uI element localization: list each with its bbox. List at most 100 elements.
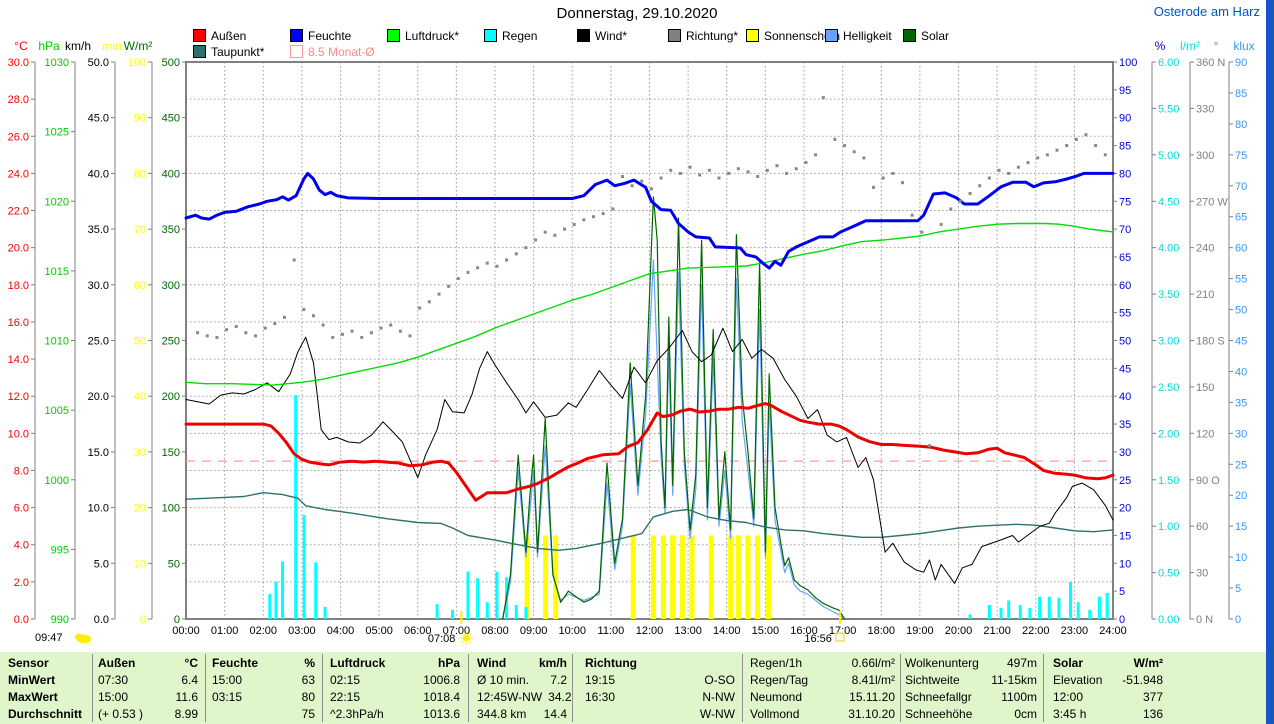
axis-tick-label: 240: [1196, 243, 1214, 255]
table-cell: [82, 689, 88, 706]
window-edge-stripe[interactable]: [1266, 0, 1274, 724]
table-cell: 344.8 km: [477, 707, 527, 721]
table-separator: [1043, 654, 1044, 722]
svg-text:22:00: 22:00: [1022, 625, 1050, 637]
axis-tick-label: 50: [168, 558, 180, 570]
axis-tick-label: 0: [1119, 614, 1125, 626]
table-separator: [572, 654, 573, 722]
table-row: Elevation -51.948: [1053, 672, 1163, 689]
svg-text:23:00: 23:00: [1061, 625, 1089, 637]
table-cell: 6.4: [181, 673, 198, 687]
table-cell: Sichtweite: [905, 673, 960, 687]
legend-swatch: [290, 45, 303, 58]
table-row: Ø 10 min. 7.2: [477, 672, 567, 689]
svg-text:20:00: 20:00: [945, 625, 973, 637]
table-cell: 11.6: [175, 690, 198, 704]
axis-tick-label: 12.0: [8, 391, 29, 403]
sunset-time: 16:56: [804, 633, 832, 645]
axis-tick-label: 10.0: [8, 428, 29, 440]
table-row: 344.8 km 14.4: [477, 706, 567, 723]
legend-swatch: [387, 29, 400, 42]
axis-tick-label: 8.0: [14, 465, 29, 477]
legend-item-8-5-monat-[interactable]: 8.5 Monat-Ø: [290, 45, 375, 59]
legend-label: Taupunkt*: [211, 45, 265, 59]
axis-tick-label: 180 S: [1196, 336, 1225, 348]
table-row: 3:45 h 136: [1053, 706, 1163, 723]
axis-tick-label: 6.0: [14, 503, 29, 515]
legend-item-richtung-[interactable]: Richtung*: [668, 29, 738, 43]
table-cell: Richtung: [585, 656, 637, 670]
axis-tick-label: 40: [1119, 391, 1131, 403]
table-cell: [82, 706, 88, 723]
svg-text:01:00: 01:00: [211, 625, 239, 637]
axis-tick-label: 0.50: [1158, 568, 1179, 580]
table-cell: °C: [184, 656, 198, 670]
axis-tick-label: 45: [1119, 363, 1131, 375]
axis-tick-label: 5.00: [1158, 150, 1179, 162]
legend-item-feuchte[interactable]: Feuchte: [290, 29, 351, 43]
axis-tick-label: 80: [134, 168, 146, 180]
axis-tick-label: 0: [140, 614, 146, 626]
series-sonnenschein: [524, 535, 771, 619]
table-cell: 75: [301, 707, 315, 721]
axis-tick-label: 90: [134, 113, 146, 125]
axis-tick-label: 15.0: [88, 447, 109, 459]
legend-item-taupunkt-[interactable]: Taupunkt*: [193, 45, 265, 59]
axis-tick-label: 450: [162, 113, 180, 125]
table-separator: [900, 654, 901, 722]
svg-text:07:00: 07:00: [443, 625, 471, 637]
svg-text:11:00: 11:00: [598, 625, 625, 637]
axis-tick-label: 50: [134, 336, 146, 348]
axis-tick-label: 30: [134, 447, 146, 459]
table-row: Sichtweite 11-15km: [905, 672, 1037, 689]
table-row: Richtung: [585, 655, 735, 672]
axis-tick-label: 40: [1235, 366, 1247, 378]
svg-text:00:00: 00:00: [172, 625, 200, 637]
legend-item-luftdruck-[interactable]: Luftdruck*: [387, 29, 459, 43]
legend-item-helligkeit[interactable]: Helligkeit: [825, 29, 892, 43]
legend-swatch: [193, 45, 206, 58]
table-row: 12:00 377: [1053, 689, 1163, 706]
axis-tick-label: 40.0: [88, 168, 109, 180]
table-cell: O-SO: [704, 673, 735, 687]
legend-item-solar[interactable]: Solar: [903, 29, 949, 43]
table-row: 07:30 6.4: [98, 672, 198, 689]
svg-text:16:00: 16:00: [790, 625, 818, 637]
axis-tick-label: 270 W: [1196, 196, 1228, 208]
axis-tick-label: 1020: [45, 196, 69, 208]
table-cell: Feuchte: [212, 656, 259, 670]
axis-tick-label: 30.0: [88, 280, 109, 292]
legend-label: Sonnenschein: [764, 29, 841, 43]
axis-tick-label: 90 O: [1196, 475, 1220, 487]
axis-tick-label: 40: [134, 391, 146, 403]
legend-item-regen[interactable]: Regen: [484, 29, 537, 43]
axis-tick-label: 1005: [45, 405, 69, 417]
axis-pct: 0 5 10 15 20 25 30 35 40 45 50 55 60 65 70 75 80 85 90 95 10…: [1113, 57, 1137, 626]
legend-swatch: [746, 29, 759, 42]
axis-tick-label: 0.0: [94, 614, 109, 626]
table-cell: 1018.4: [423, 690, 460, 704]
table-cell: Ø 10 min.: [477, 673, 530, 687]
legend-item-wind-[interactable]: Wind*: [577, 29, 627, 43]
legend-item-sonnenschein[interactable]: Sonnenschein: [746, 29, 841, 43]
table-cell: Elevation: [1053, 673, 1103, 687]
legend-item-au-en[interactable]: Außen: [193, 29, 246, 43]
axis-tick-label: 50: [1119, 336, 1131, 348]
axis-temp: 0.0 2.0 4.0 6.0 8.0 10.0 12.0 14.0 16.0 18.0 20.0 2…: [8, 57, 36, 626]
table-row: (+ 0.53 ) 8.99: [98, 706, 198, 723]
axis-tick-label: 22.0: [8, 206, 29, 218]
series-richtung: [196, 96, 1107, 448]
table-row: MaxWert: [8, 689, 88, 706]
axis-tick-label: 75: [1235, 150, 1247, 162]
table-cell: 7.2: [550, 673, 567, 687]
table-cell: Außen: [98, 656, 136, 670]
station-name[interactable]: Osterode am Harz: [1153, 4, 1260, 19]
table-cell: 02:15: [330, 673, 361, 687]
axis-tick-label: 1.50: [1158, 475, 1179, 487]
table-cell: 14.4: [543, 707, 567, 721]
axis-tick-label: 2.50: [1158, 382, 1179, 394]
axis-tick-label: 85: [1119, 141, 1131, 153]
table-cell: -51.948: [1122, 673, 1163, 687]
axis-unit-pct: %: [1154, 39, 1166, 53]
axis-tick-label: 5.50: [1158, 103, 1179, 115]
